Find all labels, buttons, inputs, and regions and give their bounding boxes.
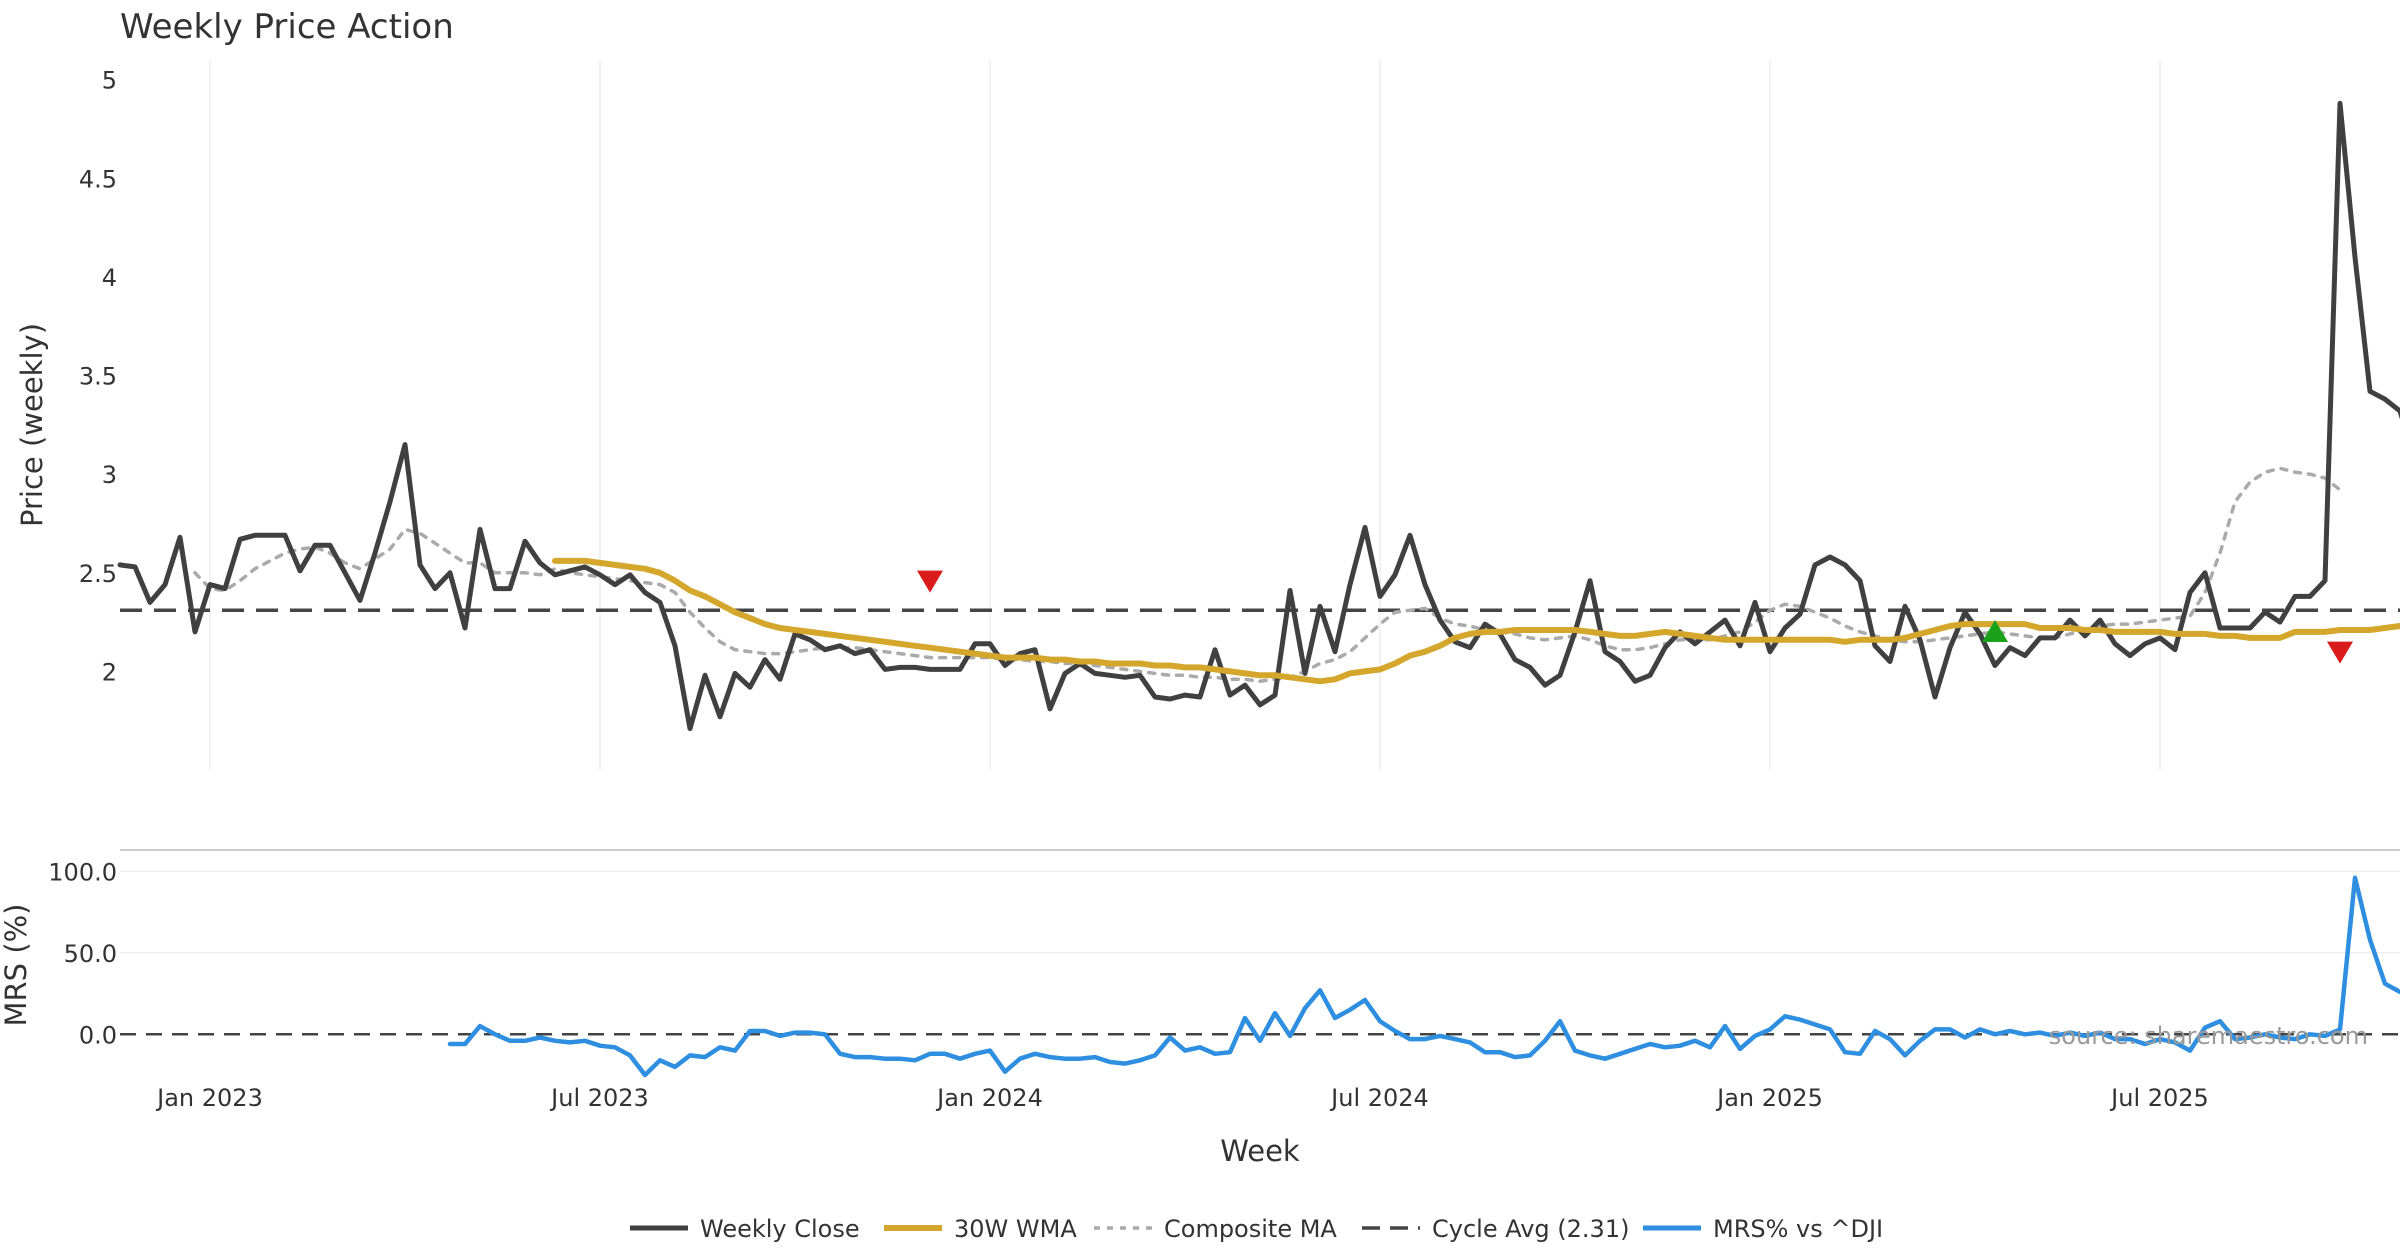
legend-label: MRS% vs ^DJI	[1713, 1215, 1883, 1243]
bottom-y-tick-label: 0.0	[79, 1021, 117, 1049]
top-y-axis-label: Price (weekly)	[15, 323, 49, 527]
top-y-tick-label: 4.5	[79, 165, 117, 193]
x-tick-label: Jul 2023	[549, 1084, 649, 1112]
x-tick-label: Jan 2024	[935, 1084, 1043, 1112]
x-axis-label: Week	[1220, 1134, 1300, 1168]
legend-label: Weekly Close	[700, 1215, 860, 1243]
source-label: source: sharemaestro.com	[2049, 1022, 2368, 1050]
top-y-tick-label: 2.5	[79, 560, 117, 588]
top-y-ticks: 2 2.5 3 3.5 4 4.5 5	[79, 67, 117, 687]
sell-signal-marker	[917, 570, 943, 593]
x-tick-label: Jan 2025	[1715, 1084, 1823, 1112]
sell-signal-marker	[2327, 641, 2353, 664]
legend-label: Cycle Avg (2.31)	[1432, 1215, 1629, 1243]
weekly-close-line	[117, 100, 2400, 732]
legend-label: Composite MA	[1164, 1215, 1337, 1243]
legend-label: 30W WMA	[954, 1215, 1077, 1243]
top-panel-grid	[209, 60, 2161, 770]
buy-signal-marker	[1982, 619, 2008, 642]
series-lines	[117, 100, 2400, 1078]
bottom-y-tick-label: 50.0	[64, 940, 117, 968]
top-y-tick-label: 3.5	[79, 363, 117, 391]
chart-title: Weekly Price Action	[120, 7, 454, 47]
wma-30w-line	[552, 557, 2400, 685]
x-tick-label: Jan 2023	[155, 1084, 263, 1112]
signal-markers	[917, 570, 2353, 664]
top-y-tick-label: 4	[102, 264, 117, 292]
bottom-panel-grid	[120, 870, 2400, 954]
legend: Weekly Close 30W WMA Composite MA Cycle Avg…	[630, 1215, 1883, 1243]
x-tick-label: Jul 2025	[2109, 1084, 2209, 1112]
top-y-tick-label: 2	[102, 658, 117, 686]
bottom-y-ticks: 0.0 50.0 100.0	[48, 858, 117, 1049]
bottom-y-axis-label: MRS (%)	[0, 904, 33, 1027]
top-y-tick-label: 3	[102, 461, 117, 489]
x-ticks: Jan 2023 Jul 2023 Jan 2024 Jul 2024 Jan 2025…	[155, 1084, 2209, 1112]
x-tick-label: Jul 2024	[1329, 1084, 1429, 1112]
mrs-line	[447, 875, 2400, 1078]
bottom-y-tick-label: 100.0	[48, 858, 117, 886]
top-y-tick-label: 5	[102, 67, 117, 95]
